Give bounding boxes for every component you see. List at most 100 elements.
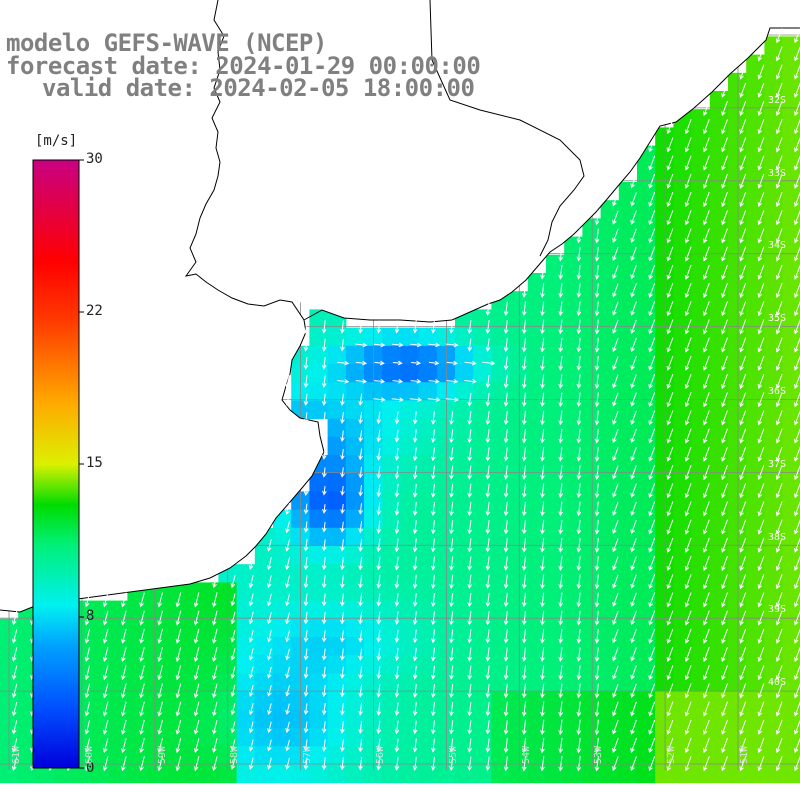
wind-arrow [612,647,619,662]
lat-label-39s: 39S [768,604,787,615]
wind-arrow [775,574,783,590]
wind-arrow [340,702,345,716]
wind-arrow [340,630,345,643]
wind-arrow [11,647,18,662]
wind-speed-cell [782,291,800,310]
wind-arrow [485,720,491,735]
wind-arrow [521,465,527,480]
wind-arrow [373,342,386,348]
wind-arrow [775,191,783,208]
wind-arrow [230,648,236,661]
wind-arrow [540,683,545,699]
wind-arrow [157,592,163,608]
wind-arrow [612,301,619,316]
wind-arrow [576,356,582,371]
wind-arrow [482,360,496,366]
wind-arrow [558,501,564,517]
wind-arrow [666,228,674,244]
wind-speed-cell [200,618,219,638]
wind-arrow [739,410,747,426]
wind-arrow [193,646,200,663]
wind-arrow [703,483,710,499]
wind-arrow [540,356,545,371]
wind-arrow [139,719,145,735]
wind-arrow [374,378,386,384]
wind-arrow [775,355,783,371]
wind-speed-cell [327,509,347,529]
wind-arrow [648,555,656,572]
wind-arrow [267,739,272,752]
wind-arrow [630,374,637,389]
lon-label-52w: 52W [666,745,677,764]
wind-arrow [449,647,454,662]
wind-arrow [193,592,200,608]
lon-label-51w: 51W [739,745,750,764]
wind-arrow [558,428,564,444]
wind-arrow [794,264,800,280]
wind-arrow [739,483,747,499]
wind-arrow [267,685,272,697]
wind-arrow [485,429,491,444]
wind-arrow [485,611,491,626]
wind-arrow [11,629,18,644]
wind-arrow [358,430,363,443]
wind-arrow [594,501,600,517]
wind-arrow [684,210,692,226]
wind-arrow [394,447,400,461]
wind-arrow [576,483,582,499]
wind-arrow [576,665,582,681]
wind-arrow [757,701,765,717]
wind-arrow [394,756,400,771]
wind-arrow [139,756,145,772]
wind-arrow [648,392,656,408]
wind-arrow [739,228,747,244]
wind-arrow [721,355,728,371]
wind-arrow [703,173,710,189]
wind-arrow [467,629,473,644]
wind-arrow [576,319,582,335]
wind-arrow [684,337,692,353]
wind-arrow [721,264,728,280]
wind-arrow [267,703,272,716]
wind-arrow [666,610,674,626]
wind-arrow [648,719,656,735]
wind-arrow [594,483,600,499]
wind-arrow [446,378,459,384]
wind-arrow [630,301,637,316]
wind-arrow [230,611,236,625]
wind-arrow [212,756,218,772]
wind-arrow [666,319,674,335]
wind-arrow [703,373,710,390]
wind-arrow [321,557,327,571]
colorbar-tick-30: 30 [86,151,103,167]
wind-arrow [739,628,747,644]
wind-arrow [11,738,18,753]
wind-arrow [666,428,674,444]
wind-arrow [340,412,345,424]
wind-arrow [666,191,674,208]
wind-speed-cell [473,364,492,383]
wind-speed-cell [236,655,256,674]
wind-arrow [503,301,509,317]
wind-arrow [248,611,254,625]
wind-arrow [358,556,363,571]
wind-arrow [648,628,656,644]
wind-arrow [630,683,637,699]
wind-arrow [485,647,491,662]
wind-arrow [485,738,491,753]
wind-arrow [666,446,674,462]
wind-arrow [467,665,473,680]
wind-arrow [358,684,363,698]
wind-arrow [594,319,600,335]
wind-arrow [721,592,728,608]
wind-arrow [775,100,783,117]
wind-arrow [630,574,637,589]
wind-arrow [540,737,545,754]
wind-arrow [521,592,527,608]
wind-arrow [521,301,527,317]
lon-label-53w: 53W [593,745,604,764]
wind-speed-cell [764,764,784,784]
wind-arrow [503,592,509,608]
wind-arrow [193,610,200,626]
